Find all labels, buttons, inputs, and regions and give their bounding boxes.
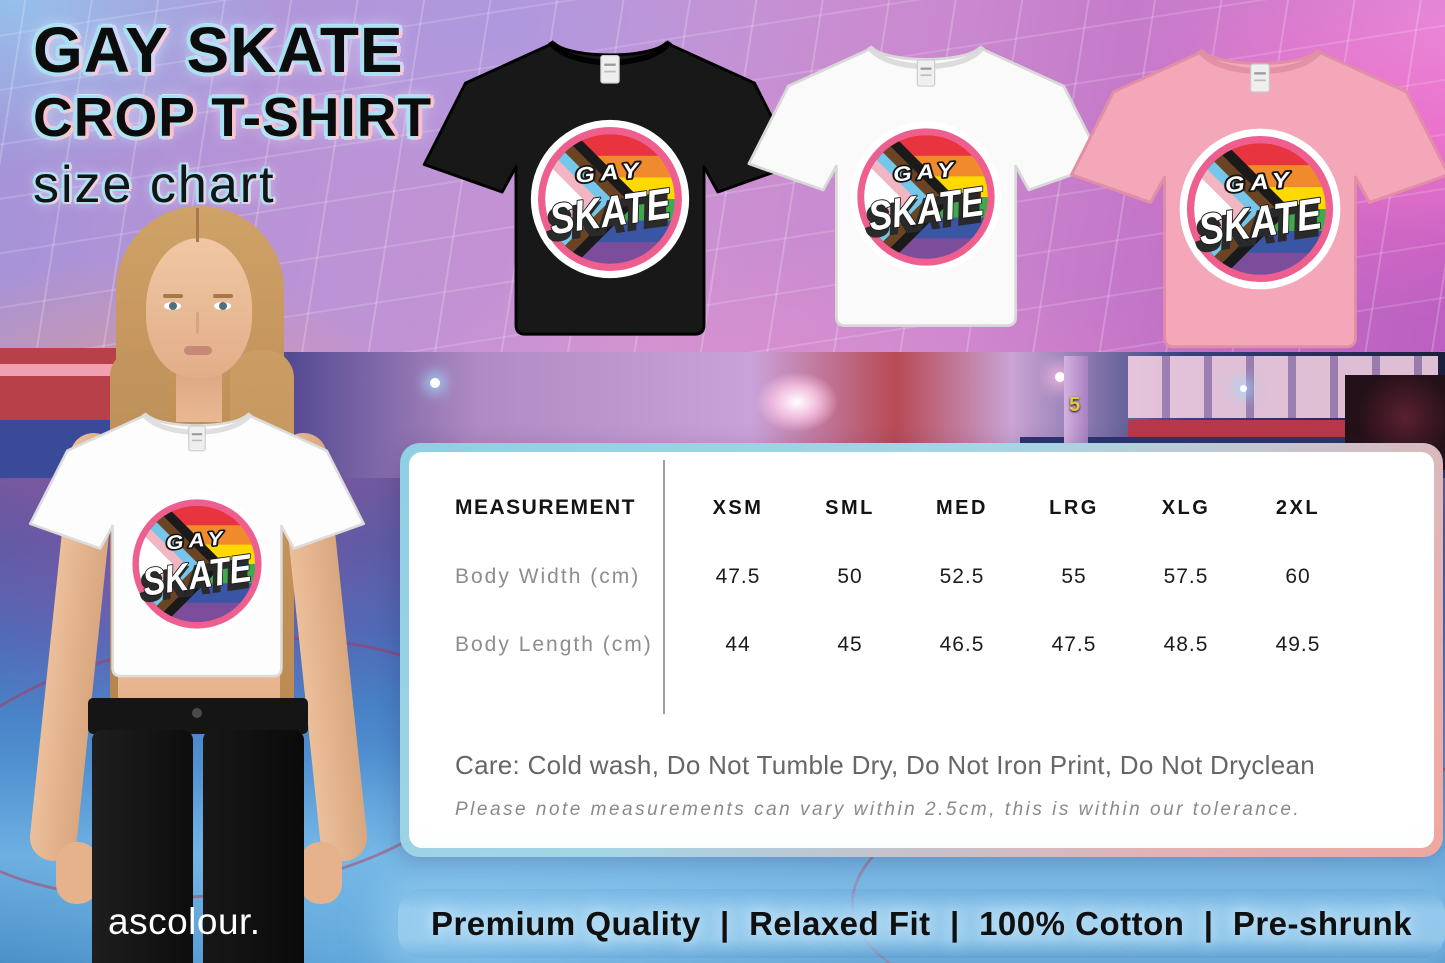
- column-header-measurement: MEASUREMENT: [455, 496, 637, 519]
- size-chart-table: MEASUREMENT XSM SML MED LRG XLG 2XL Body…: [409, 464, 1354, 688]
- table-header-row: MEASUREMENT XSM SML MED LRG XLG 2XL: [409, 464, 1354, 552]
- table-cell: 47.5: [715, 565, 761, 588]
- disco-light-burst: [742, 362, 852, 442]
- gay-skate-logo: GAY SKATE SKATE: [530, 119, 690, 279]
- model-eye: [214, 302, 231, 310]
- rink-pillar-number: 5: [1069, 394, 1081, 416]
- table-cell: 47.5: [1051, 633, 1097, 656]
- column-header-size: XSM: [712, 496, 764, 519]
- ascolour-brand-logo: ascolour.: [108, 901, 261, 942]
- rink-spotlight: [1240, 385, 1247, 392]
- jeans-left-leg: [92, 730, 193, 963]
- gay-skate-logo: GAY SKATE SKATE: [125, 492, 269, 636]
- column-header-size: LRG: [1049, 496, 1099, 519]
- title-block: GAY SKATE CROP T-SHIRT size chart: [33, 18, 432, 211]
- features-text: Premium Quality | Relaxed Fit | 100% Cot…: [430, 904, 1413, 942]
- product-shirt-white: GAY SKATE SKATE: [740, 26, 1112, 354]
- product-shirt-pink: GAY SKATE SKATE: [1062, 28, 1445, 377]
- gay-skate-logo: GAY SKATE SKATE: [1179, 128, 1341, 290]
- table-cell: 45: [837, 633, 863, 656]
- table-cell: 55: [1061, 565, 1087, 588]
- size-chart-panel-inner: MEASUREMENT XSM SML MED LRG XLG 2XL Body…: [409, 452, 1434, 848]
- rink-spotlight: [1055, 372, 1065, 382]
- column-header-size: 2XL: [1275, 496, 1321, 519]
- row-label: Body Length (cm): [455, 633, 653, 656]
- page-title-line1: GAY SKATE: [33, 14, 404, 86]
- model-black-jeans: [88, 698, 308, 963]
- table-cell: 50: [837, 565, 863, 588]
- care-instructions: Care: Cold wash, Do Not Tumble Dry, Do N…: [455, 750, 1316, 780]
- rink-spotlight: [430, 378, 440, 388]
- jeans-button: [192, 708, 202, 718]
- row-label: Body Width (cm): [455, 565, 641, 588]
- table-divider-line: [663, 460, 665, 714]
- table-cell: 44: [725, 633, 751, 656]
- rink-pillar: 5: [1064, 356, 1088, 452]
- care-block: Care: Cold wash, Do Not Tumble Dry, Do N…: [455, 750, 1315, 821]
- table-cell: 48.5: [1163, 633, 1209, 656]
- model-right-hand: [300, 842, 342, 904]
- model-hair-part: [196, 208, 199, 242]
- model-eye: [164, 302, 181, 310]
- product-shirt-black: GAY SKATE SKATE: [415, 20, 805, 364]
- features-bar: Premium Quality | Relaxed Fit | 100% Cot…: [398, 889, 1445, 958]
- page-title-line3: size chart: [33, 156, 276, 214]
- model-lips: [184, 346, 212, 355]
- table-cell: 60: [1285, 565, 1311, 588]
- table-row-body-length: Body Length (cm) 44 45 46.5 47.5 48.5 49…: [409, 602, 1354, 688]
- model-iris: [169, 302, 177, 310]
- model-photo: GAY SKATE SKATE: [0, 200, 410, 963]
- model-left-hand: [56, 842, 98, 904]
- tolerance-note: Please note measurements can vary within…: [455, 799, 1302, 820]
- table-cell: 57.5: [1163, 565, 1209, 588]
- column-header-size: SML: [825, 496, 875, 519]
- model-iris: [219, 302, 227, 310]
- model-eyebrow: [163, 294, 183, 298]
- gay-skate-logo: GAY SKATE SKATE: [850, 120, 1003, 273]
- model-worn-shirt: GAY SKATE SKATE: [22, 394, 372, 703]
- page-title-line2: CROP T-SHIRT: [33, 86, 433, 148]
- model-eyebrow: [213, 294, 233, 298]
- column-header-size: MED: [936, 496, 988, 519]
- size-chart-panel: MEASUREMENT XSM SML MED LRG XLG 2XL Body…: [400, 443, 1443, 857]
- model-nose: [196, 312, 199, 334]
- jeans-right-leg: [203, 730, 304, 963]
- model-face: [146, 238, 252, 378]
- table-row-body-width: Body Width (cm) 47.5 50 52.5 55 57.5 60: [409, 552, 1354, 602]
- rink-left-wall-stripe: [0, 364, 135, 376]
- table-cell: 46.5: [939, 633, 985, 656]
- column-header-size: XLG: [1161, 496, 1211, 519]
- svg-text:SKATE: SKATE: [1196, 189, 1326, 255]
- svg-text:GAY: GAY: [1224, 167, 1296, 198]
- table-cell: 49.5: [1275, 633, 1321, 656]
- table-cell: 52.5: [939, 565, 985, 588]
